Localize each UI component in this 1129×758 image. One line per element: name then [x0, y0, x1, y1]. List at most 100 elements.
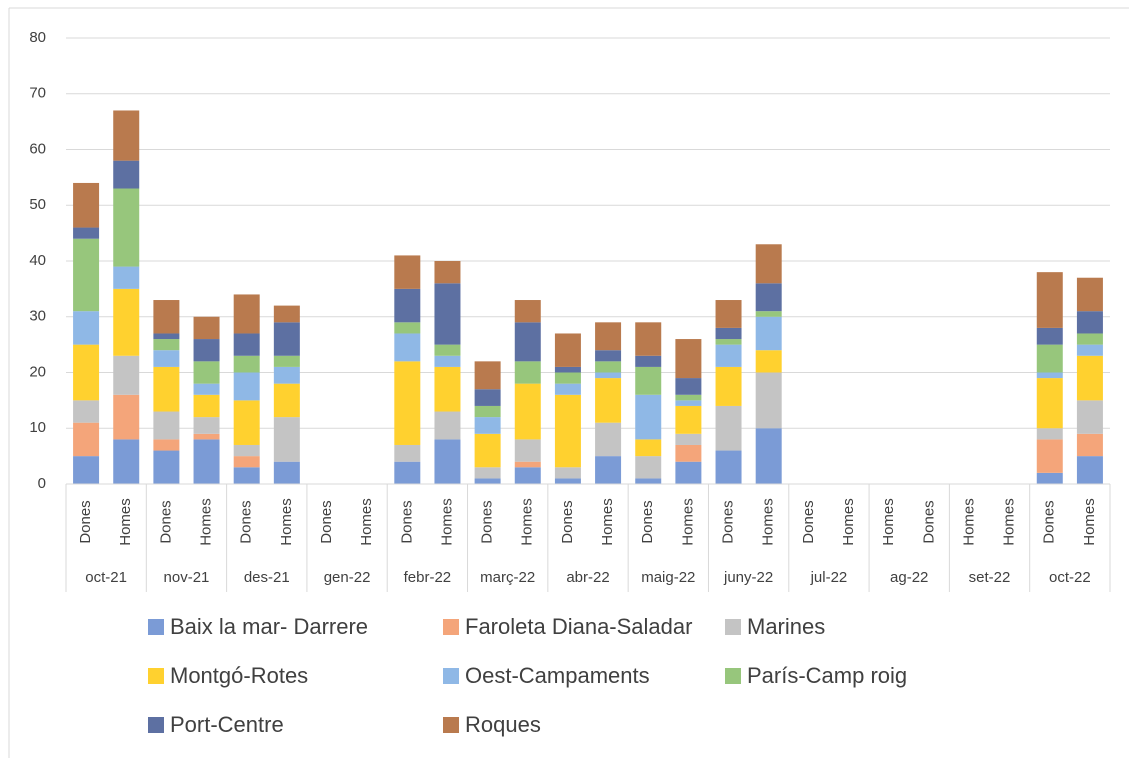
bar-segment: [434, 283, 461, 345]
bar-segment: [153, 339, 180, 351]
bar-segment: [595, 422, 622, 457]
bar-segment: [434, 261, 461, 284]
bar-segment: [1076, 277, 1103, 312]
bar-segment: [514, 300, 541, 323]
bar-segment: [434, 366, 461, 412]
x-tick-label: Homes: [599, 498, 616, 546]
bar-segment: [715, 300, 742, 328]
bar-segment: [394, 255, 421, 289]
bar-segment: [755, 311, 782, 317]
y-tick-label: 0: [38, 475, 46, 492]
x-tick-label: Homes: [278, 498, 295, 546]
bar-segment: [434, 344, 461, 356]
bar-segment: [595, 350, 622, 362]
bar-segment: [474, 417, 501, 434]
y-tick-label: 80: [29, 29, 46, 46]
bar-segment: [233, 456, 260, 468]
legend-swatch: [148, 619, 164, 635]
bar-segment: [73, 311, 100, 345]
x-tick-label: Dones: [639, 500, 656, 543]
x-tick-label: Dones: [238, 500, 255, 543]
bar-segment: [1036, 439, 1063, 473]
x-tick-label: Homes: [880, 498, 897, 546]
bar-segment: [1036, 428, 1063, 440]
bar-segment: [715, 450, 742, 484]
bar-segment: [715, 405, 742, 451]
group-label: juny-22: [723, 569, 773, 586]
bar-segment: [755, 283, 782, 312]
bar-segment: [554, 366, 581, 373]
bar-segment: [233, 400, 260, 445]
x-tick-label: Dones: [318, 500, 335, 543]
bar-segment: [675, 378, 702, 395]
x-tick-label: Homes: [1081, 498, 1098, 546]
bar-segment: [514, 383, 541, 440]
bar-segment: [474, 433, 501, 468]
bar-segment: [153, 450, 180, 484]
group-label: des-21: [244, 569, 290, 586]
bar-segment: [1076, 311, 1103, 334]
bar-segment: [193, 433, 220, 440]
legend-swatch: [148, 668, 164, 684]
bar-segment: [755, 372, 782, 429]
bar-segment: [273, 461, 300, 484]
y-tick-label: 30: [29, 308, 46, 325]
bar-segment: [675, 461, 702, 484]
bar-segment: [715, 366, 742, 406]
group-label: nov-21: [164, 569, 210, 586]
bar-segment: [474, 467, 501, 479]
bar-segment: [715, 344, 742, 367]
bar-segment: [233, 355, 260, 373]
bar-segment: [595, 456, 622, 484]
bar-segment: [193, 316, 220, 340]
bar-segment: [233, 294, 260, 334]
bar-segment: [73, 227, 100, 239]
bar-segment: [153, 300, 180, 334]
bar-segment: [113, 355, 140, 395]
bar-segment: [273, 417, 300, 462]
bar-segment: [474, 361, 501, 390]
bar-segment: [233, 444, 260, 457]
legend-swatch: [443, 717, 459, 733]
bar-segment: [755, 428, 782, 484]
bar-segment: [1036, 272, 1063, 328]
legend-swatch: [725, 668, 741, 684]
bar-segment: [1036, 472, 1063, 484]
bar-segment: [193, 417, 220, 434]
y-tick-label: 20: [29, 363, 46, 380]
bar-segment: [675, 444, 702, 462]
group-label: abr-22: [566, 569, 609, 586]
bar-segment: [675, 433, 702, 445]
bar-segment: [715, 327, 742, 340]
bar-segment: [73, 344, 100, 401]
bar-segment: [113, 288, 140, 356]
bar-segment: [595, 372, 622, 379]
group-label: febr-22: [404, 569, 452, 586]
y-tick-label: 60: [29, 140, 46, 157]
x-tick-label: Homes: [760, 498, 777, 546]
group-label: jul-22: [810, 569, 848, 586]
bar-segment: [514, 322, 541, 362]
bar-segment: [554, 383, 581, 395]
bar-segment: [394, 444, 421, 462]
bar-segment: [1036, 344, 1063, 373]
y-tick-label: 40: [29, 252, 46, 269]
bar-segment: [675, 405, 702, 434]
bar-segment: [675, 339, 702, 379]
legend-swatch: [443, 668, 459, 684]
bar-segment: [193, 439, 220, 484]
bar-segment: [1076, 456, 1103, 484]
bar-segment: [514, 461, 541, 468]
bar-segment: [153, 333, 180, 340]
x-tick-label: Dones: [559, 500, 576, 543]
bar-segment: [635, 322, 662, 356]
bar-segment: [1036, 372, 1063, 379]
group-label: maig-22: [641, 569, 695, 586]
bar-segment: [434, 355, 461, 367]
bar-segment: [273, 305, 300, 323]
bar-segment: [153, 350, 180, 367]
x-tick-label: Dones: [479, 500, 496, 543]
x-tick-label: Homes: [117, 498, 134, 546]
x-tick-label: Homes: [519, 498, 536, 546]
